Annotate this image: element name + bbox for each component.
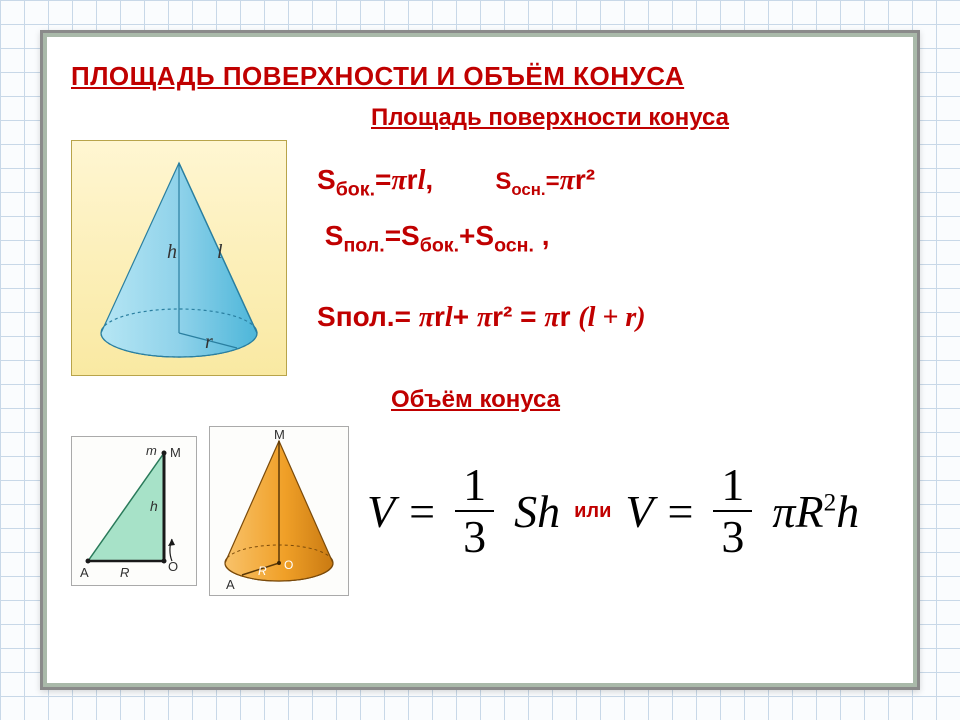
vol-eq2: =	[667, 485, 693, 538]
vol-or: или	[574, 500, 611, 523]
cone-orange-figure: M A R O	[209, 426, 349, 596]
volume-formulas: V = 1 3 Sh или V = 1 3 πR2h	[361, 462, 889, 560]
svg-text:R: R	[120, 565, 129, 580]
svg-text:R: R	[258, 564, 267, 578]
vol-Sh: Sh	[514, 485, 560, 538]
svg-text:h: h	[150, 498, 158, 514]
surface-subtitle: Площадь поверхности конуса	[371, 104, 889, 132]
vol-eq1: =	[409, 485, 435, 538]
formula-sbok-sosn: Sбок.=πrl, Sосн.=πr²	[317, 164, 889, 202]
volume-subtitle: Объём конуса	[391, 386, 889, 414]
cone-blue-figure: h l r	[71, 140, 287, 376]
vol-piR2h: πR2h	[772, 485, 859, 538]
svg-text:A: A	[80, 565, 89, 580]
svg-text:M: M	[170, 445, 181, 460]
surface-formulas: Sбок.=πrl, Sосн.=πr² Sпол.=Sбок.+Sосн. ,…	[317, 140, 889, 352]
svg-text:M: M	[274, 429, 285, 442]
main-title: ПЛОЩАДЬ ПОВЕРХНОСТИ И ОБЪЁМ КОНУСА	[71, 61, 889, 92]
slide-frame: ПЛОЩАДЬ ПОВЕРХНОСТИ И ОБЪЁМ КОНУСА Площа…	[40, 30, 920, 690]
label-l: l	[217, 241, 223, 263]
formula-spol-sum: Sпол.=Sбок.+Sосн. ,	[317, 220, 889, 258]
formula-spol-full: Sпол.= πrl+ πr² = πr (l + r)	[317, 301, 889, 334]
label-r: r	[205, 331, 213, 353]
svg-text:O: O	[168, 559, 178, 574]
svg-text:m: m	[146, 443, 157, 458]
volume-row: m M h A R O	[71, 426, 889, 596]
label-h: h	[167, 241, 177, 263]
vol-V2: V	[625, 485, 653, 538]
vol-frac1: 1 3	[455, 462, 494, 560]
vol-frac2: 1 3	[713, 462, 752, 560]
vol-V1: V	[367, 485, 395, 538]
svg-text:A: A	[226, 577, 235, 592]
svg-text:O: O	[284, 558, 293, 572]
triangle-figure: m M h A R O	[71, 436, 197, 586]
surface-row: h l r Sбок.=πrl, Sосн.=πr² Sпол.=Sбок.+S…	[71, 140, 889, 376]
